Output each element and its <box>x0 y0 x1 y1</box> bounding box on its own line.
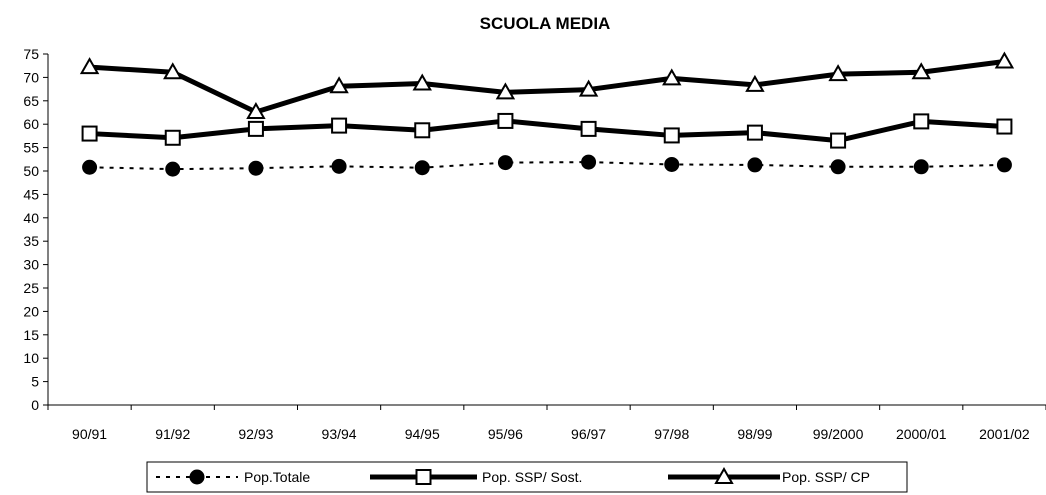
data-point <box>746 124 763 141</box>
legend-label: Pop.Totale <box>244 469 310 485</box>
data-point <box>163 62 183 80</box>
data-point <box>580 120 597 137</box>
y-tick-label: 0 <box>31 397 39 413</box>
y-tick-label: 60 <box>23 116 39 132</box>
data-point <box>578 79 599 97</box>
data-point <box>248 160 264 176</box>
data-point <box>745 74 765 92</box>
x-tick-label: 97/98 <box>654 426 689 442</box>
data-point <box>165 161 181 177</box>
y-tick-label: 45 <box>23 186 39 202</box>
data-point <box>495 82 516 100</box>
y-tick-labels: 0 5 10 15 20 25 30 35 40 45 50 55 60 65 70 75 <box>23 46 39 413</box>
data-point <box>994 51 1015 69</box>
x-tick-label: 91/92 <box>155 426 190 442</box>
x-tick-label: 98/99 <box>737 426 772 442</box>
data-point <box>81 125 98 142</box>
legend-label: Pop. SSP/ Sost. <box>482 469 582 485</box>
legend-box <box>146 461 908 493</box>
legend-marker <box>189 469 205 485</box>
series-line <box>89 161 1005 171</box>
x-tick-label: 90/91 <box>72 426 107 442</box>
legend-entry-2: Pop. SSP/ Sost. <box>370 469 582 485</box>
legend-entry-1: Pop.Totale <box>156 469 310 485</box>
data-point <box>497 155 513 171</box>
data-point <box>747 157 763 173</box>
legend: Pop.Totale Pop. SSP/ Sost. Pop. SSP/ CP <box>146 461 908 493</box>
data-point <box>331 117 348 134</box>
data-point <box>412 73 432 91</box>
x-tick-label: 2000/01 <box>896 426 947 442</box>
series-line <box>89 118 1005 144</box>
data-point <box>913 159 929 175</box>
data-point <box>830 159 846 175</box>
y-tick-label: 70 <box>23 69 39 85</box>
data-point <box>828 64 848 82</box>
data-point <box>664 156 680 172</box>
axes <box>43 53 1046 410</box>
legend-label: Pop. SSP/ CP <box>782 469 870 485</box>
x-tick-label: 96/97 <box>571 426 606 442</box>
data-point <box>246 102 266 120</box>
x-tick-label: 93/94 <box>322 426 357 442</box>
y-tick-label: 5 <box>31 374 39 390</box>
data-point <box>82 159 98 175</box>
data-point <box>79 57 100 75</box>
y-tick-label: 30 <box>23 257 39 273</box>
x-tick-label: 92/93 <box>238 426 273 442</box>
y-tick-label: 10 <box>23 350 39 366</box>
y-tick-label: 75 <box>23 46 39 62</box>
series-line <box>89 59 1005 115</box>
legend-marker <box>415 469 432 485</box>
data-point <box>164 129 181 146</box>
x-tick-label: 99/2000 <box>813 426 864 442</box>
data-point <box>911 62 931 80</box>
data-point <box>996 157 1012 173</box>
x-tick-label: 94/95 <box>405 426 440 442</box>
x-tick-label: 2001/02 <box>979 426 1030 442</box>
legend-entry-3: Pop. SSP/ CP <box>668 466 870 485</box>
data-point <box>497 112 514 129</box>
x-tick-label: 95/96 <box>488 426 523 442</box>
series-layer <box>79 51 1015 177</box>
chart-title: SCUOLA MEDIA <box>480 14 611 33</box>
y-tick-label: 20 <box>23 303 39 319</box>
data-point <box>996 118 1013 135</box>
y-tick-label: 15 <box>23 327 39 343</box>
data-point <box>913 113 930 130</box>
data-point <box>331 158 347 174</box>
series-1 <box>82 154 1012 177</box>
data-point <box>663 127 680 144</box>
data-point <box>414 122 431 139</box>
legend-marker <box>714 466 734 484</box>
data-point <box>329 76 349 94</box>
y-tick-label: 65 <box>23 93 39 109</box>
data-point <box>662 68 682 86</box>
x-tick-labels: 90/91 91/92 92/93 93/94 94/95 95/96 96/97 97/98… <box>72 426 1030 442</box>
data-point <box>247 120 264 137</box>
y-tick-label: 40 <box>23 210 39 226</box>
y-tick-label: 55 <box>23 140 39 156</box>
data-point <box>830 132 847 149</box>
y-tick-label: 50 <box>23 163 39 179</box>
y-tick-label: 25 <box>23 280 39 296</box>
data-point <box>581 154 597 170</box>
series-2 <box>81 112 1013 149</box>
series-3 <box>79 51 1015 120</box>
data-point <box>414 160 430 176</box>
y-tick-label: 35 <box>23 233 39 249</box>
